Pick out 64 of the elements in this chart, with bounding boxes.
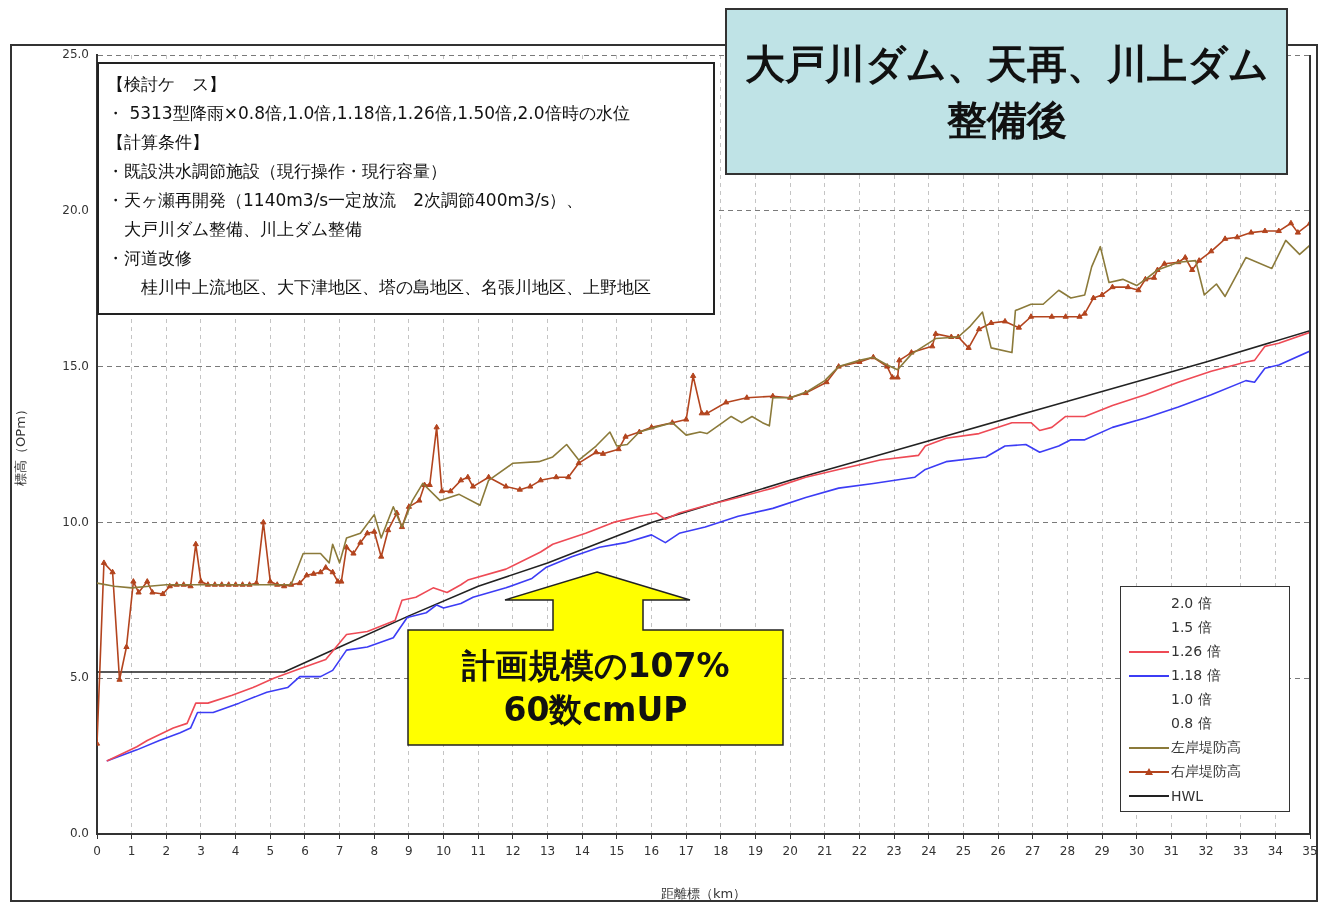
x-tick-label: 28 [1059, 844, 1076, 859]
y-tick-label: 15.0 [62, 358, 89, 373]
x-tick-label: 35 [1302, 844, 1318, 859]
x-tick-label: 15 [609, 844, 625, 859]
x-tick-label: 1 [127, 844, 136, 859]
y-tick-label: 25.0 [62, 47, 89, 62]
x-tick-label: 30 [1129, 844, 1145, 859]
x-axis-title: 距離標（km） [660, 885, 747, 901]
annotation: 【計算条件】 [107, 131, 209, 154]
text: 2.0 倍 [1171, 595, 1212, 613]
x-tick-label: 13 [539, 844, 556, 859]
annotation: 大戸川ダム整備、川上ダム整備 [123, 218, 362, 241]
y-axis-title: 標高（OPm） [13, 403, 29, 486]
x-tick-label: 34 [1267, 844, 1283, 859]
y-tick-label: 20.0 [62, 202, 89, 217]
x-tick-label: 16 [643, 844, 660, 859]
y-tick-label: 0.0 [69, 826, 89, 841]
text: 1.0 倍 [1171, 691, 1212, 709]
annotation: 計画規模の107% 60数cmUP [461, 644, 730, 731]
x-tick-label: 6 [301, 844, 309, 859]
y-tick-label: 5.0 [69, 670, 89, 685]
chart-title: 大戸川ダム、天再、川上ダム整備後 [743, 39, 1270, 145]
x-tick-label: 18 [713, 844, 729, 859]
x-tick-label: 26 [990, 844, 1006, 859]
annotation: 桂川中上流地区、大下津地区、塔の島地区、名張川地区、上野地区 [140, 276, 651, 299]
x-tick-label: 11 [470, 844, 486, 859]
x-tick-label: 5 [266, 844, 275, 859]
x-tick-label: 4 [231, 844, 240, 859]
x-tick-label: 23 [886, 844, 902, 859]
x-tick-label: 10 [435, 844, 452, 859]
x-tick-label: 33 [1233, 844, 1249, 859]
legend-label: 1.26 倍 [1171, 643, 1221, 661]
x-tick-label: 0 [93, 844, 101, 859]
annotation: ・河道改修 [107, 247, 192, 270]
title-box: 大戸川ダム、天再、川上ダム整備後 [725, 8, 1288, 175]
x-tick-label: 14 [574, 844, 590, 859]
x-tick-label: 25 [955, 844, 972, 859]
x-tick-label: 7 [335, 844, 344, 859]
legend-label: 右岸堤防高 [1171, 763, 1241, 781]
x-tick-label: 12 [505, 844, 521, 859]
x-tick-label: 29 [1094, 844, 1110, 859]
x-tick-label: 9 [405, 844, 413, 859]
x-tick-label: 24 [921, 844, 937, 859]
x-tick-label: 22 [851, 844, 868, 859]
annotation: ・既設洪水調節施設（現行操作・現行容量） [107, 160, 447, 183]
text: 0.8 倍 [1171, 715, 1212, 733]
x-tick-label: 3 [197, 844, 205, 859]
x-tick-label: 20 [782, 844, 798, 859]
annotation: 【検討ケ ス】 [107, 73, 226, 96]
annotation: ・天ヶ瀬再開発（1140m3/s一定放流 2次調節400m3/s）、 [107, 189, 584, 212]
x-tick-label: 32 [1198, 844, 1214, 859]
x-tick-label: 21 [817, 844, 833, 859]
legend-label: 1.18 倍 [1171, 667, 1221, 685]
text: 1.5 倍 [1171, 619, 1212, 637]
y-tick-label: 10.0 [62, 514, 89, 529]
x-tick-label: 17 [678, 844, 694, 859]
x-tick-label: 8 [370, 844, 379, 859]
annotation: ・ 5313型降雨×0.8倍,1.0倍,1.18倍,1.26倍,1.50倍,2.0倍時の水位 [107, 102, 630, 125]
x-tick-label: 19 [747, 844, 764, 859]
legend-label: HWL [1171, 788, 1204, 804]
legend-label: 左岸堤防高 [1171, 739, 1241, 757]
x-tick-label: 31 [1163, 844, 1180, 859]
x-tick-label: 27 [1025, 844, 1041, 859]
x-tick-label: 2 [162, 844, 171, 859]
